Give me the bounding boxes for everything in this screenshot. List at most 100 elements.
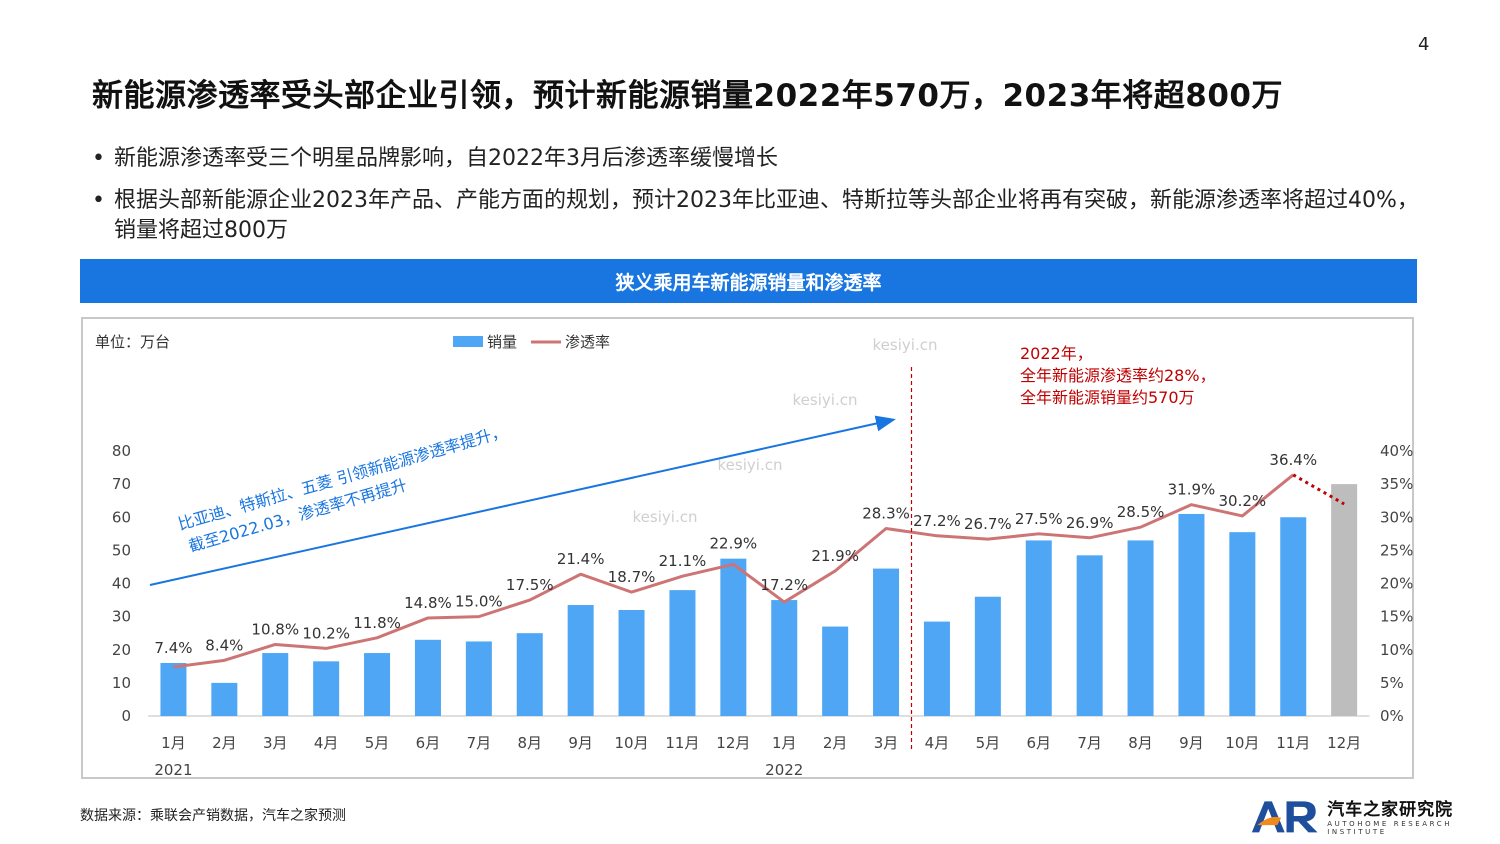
bar-17: [974, 596, 1001, 716]
brand-logo: 汽车之家研究院 AUTOHOME RESEARCH INSTITUTE: [1250, 795, 1500, 836]
unit-label: 单位：万台: [95, 333, 170, 351]
data-label: 21.1%: [659, 552, 707, 570]
y-left-tick-label: 50: [112, 541, 131, 559]
bar-10: [618, 610, 645, 716]
ar-logo-icon: [1251, 800, 1318, 832]
brand-subtitle: AUTOHOME RESEARCH INSTITUTE: [1327, 820, 1453, 836]
bar-15: [873, 568, 900, 716]
bullet-item: 新能源渗透率受三个明星品牌影响，自2022年3月后渗透率缓慢增长: [92, 144, 1422, 174]
watermark-text: kesiyi.cn: [633, 508, 698, 526]
data-label: 18.7%: [608, 568, 656, 586]
y-right-tick-label: 20%: [1380, 575, 1413, 593]
data-label: 36.4%: [1269, 451, 1317, 469]
x-tick-label: 9月: [568, 734, 593, 752]
bar-11: [669, 590, 696, 716]
data-label: 17.2%: [760, 576, 808, 594]
x-tick-label: 4月: [925, 734, 950, 752]
x-tick-label: 1月: [772, 734, 797, 752]
data-label: 10.8%: [251, 620, 299, 638]
bar-2: [211, 682, 238, 716]
bar-9: [567, 605, 594, 716]
y-left-tick-label: 0: [121, 707, 131, 725]
bar-4: [313, 661, 340, 716]
data-label: 31.9%: [1168, 481, 1216, 499]
y-right-tick-label: 10%: [1380, 641, 1413, 659]
legend-label: 渗透率: [565, 333, 610, 351]
data-label: 22.9%: [710, 535, 758, 553]
x-tick-label: 6月: [416, 734, 441, 752]
x-tick-label: 1月: [161, 734, 186, 752]
x-tick-label: 10月: [1225, 734, 1259, 752]
x-tick-label: 5月: [976, 734, 1001, 752]
y-left-tick-label: 80: [112, 442, 131, 460]
x-tick-label: 5月: [365, 734, 390, 752]
trend-arrow: [149, 415, 896, 586]
bar-7: [465, 641, 492, 716]
x-tick-label: 2月: [212, 734, 237, 752]
penetration-rate-line: [173, 473, 1295, 669]
note-2022: 全年新能源渗透率约28%，: [1020, 366, 1216, 385]
x-tick-label: 4月: [314, 734, 339, 752]
year-label: 2022: [765, 761, 803, 779]
y-right-tick-label: 5%: [1380, 674, 1404, 692]
watermark-text: kesiyi.cn: [873, 336, 938, 354]
y-left-tick-label: 60: [112, 508, 131, 526]
data-label: 17.5%: [506, 576, 554, 594]
bullet-item: 根据头部新能源企业2023年产品、产能方面的规划，预计2023年比亚迪、特斯拉等…: [92, 186, 1422, 246]
y-left-tick-label: 20: [112, 641, 131, 659]
year-label: 2021: [154, 761, 192, 779]
bar-13: [771, 600, 798, 716]
bar-19: [1076, 555, 1103, 716]
watermark-text: kesiyi.cn: [718, 456, 783, 474]
bar-6: [414, 639, 441, 716]
x-tick-label: 12月: [1327, 734, 1361, 752]
x-tick-label: 7月: [1077, 734, 1102, 752]
data-label: 28.5%: [1117, 503, 1165, 521]
data-label: 7.4%: [154, 639, 192, 657]
data-label: 10.2%: [302, 624, 350, 642]
y-right-tick-label: 0%: [1380, 707, 1404, 725]
data-label: 15.0%: [455, 593, 503, 611]
y-right-tick-label: 15%: [1380, 608, 1413, 626]
data-label: 27.5%: [1015, 510, 1063, 528]
data-label: 8.4%: [205, 636, 243, 654]
x-tick-label: 9月: [1179, 734, 1204, 752]
y-left-tick-label: 10: [112, 674, 131, 692]
bar-5: [364, 653, 391, 716]
y-left-tick-label: 30: [112, 608, 131, 626]
bar-3: [262, 653, 289, 716]
bar-21: [1178, 513, 1205, 716]
x-tick-label: 12月: [716, 734, 750, 752]
bar-16: [923, 621, 950, 716]
x-tick-label: 2月: [823, 734, 848, 752]
y-right-tick-label: 25%: [1380, 541, 1413, 559]
bar-12: [720, 558, 747, 716]
x-tick-label: 8月: [1128, 734, 1153, 752]
data-label: 21.4%: [557, 550, 605, 568]
data-source-note: 数据来源：乘联会产销数据，汽车之家预测: [80, 808, 346, 824]
data-label: 21.9%: [811, 547, 859, 565]
trend-annotation: 比亚迪、特斯拉、五菱 引领新能源渗透率提升，截至2022.03，渗透率不再提升: [176, 422, 509, 556]
x-tick-label: 6月: [1026, 734, 1051, 752]
note-2022: 2022年，: [1020, 344, 1093, 363]
brand-name: 汽车之家研究院: [1327, 800, 1454, 820]
x-tick-label: 11月: [665, 734, 699, 752]
data-label: 30.2%: [1219, 492, 1267, 510]
chart-title-banner: 狭义乘用车新能源销量和渗透率: [80, 259, 1417, 303]
data-label: 26.7%: [964, 515, 1012, 533]
x-tick-label: 11月: [1276, 734, 1310, 752]
bar-20: [1127, 540, 1154, 716]
legend-swatch-bars: [453, 336, 483, 347]
bar-14: [822, 626, 849, 716]
data-label: 26.9%: [1066, 514, 1114, 532]
bar-18: [1025, 540, 1052, 716]
chart-frame: [81, 317, 1414, 779]
note-2022: 全年新能源销量约570万: [1020, 388, 1195, 407]
data-label: 27.2%: [913, 512, 961, 530]
watermark-text: kesiyi.cn: [793, 391, 858, 409]
bar-1: [160, 663, 187, 716]
data-label: 14.8%: [404, 594, 452, 612]
x-tick-label: 8月: [517, 734, 542, 752]
bar-24: [1331, 484, 1358, 716]
bar-23: [1280, 517, 1307, 716]
